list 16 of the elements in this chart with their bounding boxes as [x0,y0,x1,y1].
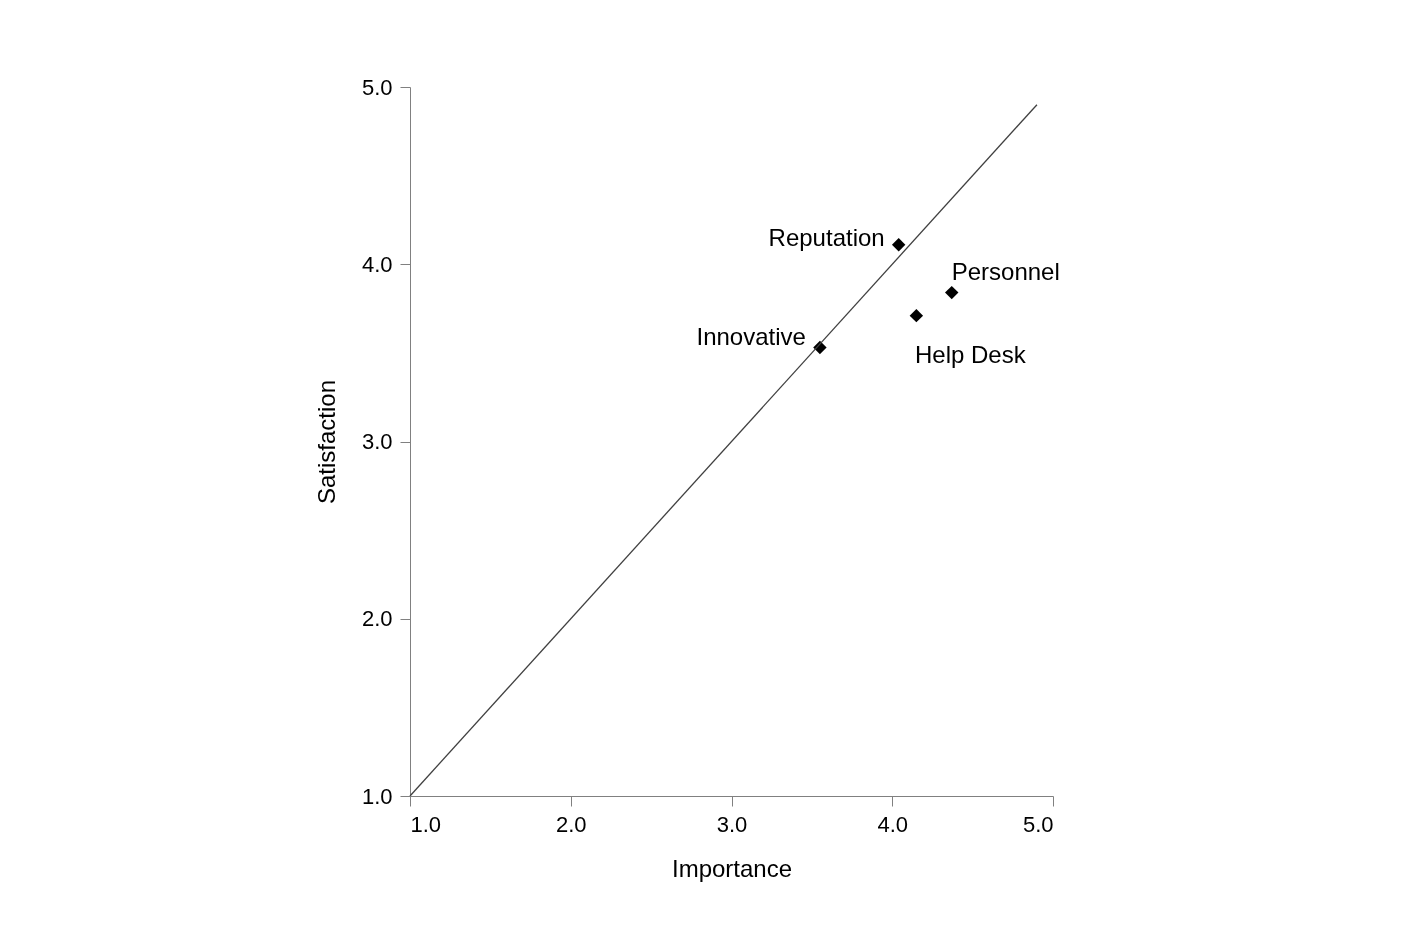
y-tick-label: 4.0 [361,251,393,277]
x-tick-label: 4.0 [877,811,909,837]
x-tick-label: 1.0 [410,811,442,837]
x-tick-label: 5.0 [1022,811,1054,837]
y-tick-label: 1.0 [361,783,393,809]
annotation: Innovative [696,322,806,350]
x-tick-label: 2.0 [555,811,587,837]
y-tick-label: 5.0 [361,74,393,100]
y-tick-label: 2.0 [361,606,393,632]
y-axis-title: Satisfaction [312,379,340,505]
x-axis-title: Importance [671,854,793,882]
annotation: Personnel [951,257,1060,285]
annotation: Help Desk [915,340,1027,368]
y-tick-label: 3.0 [361,429,393,454]
x-tick-label: 3.0 [716,811,748,837]
annotation: Reputation [768,223,885,251]
